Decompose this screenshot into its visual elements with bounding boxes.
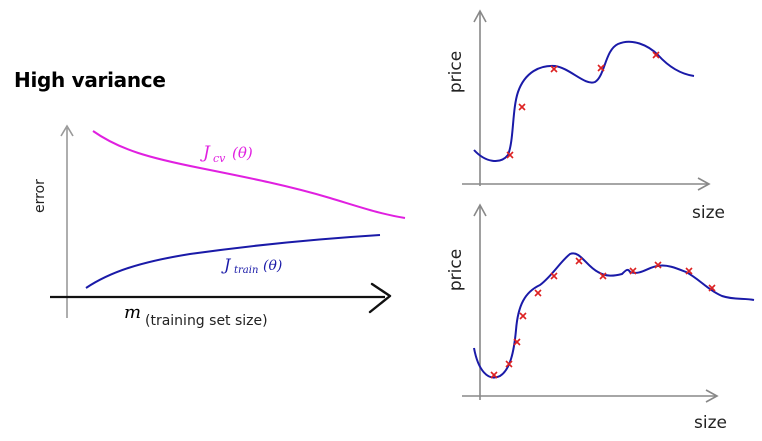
bottom-right-overfit-plot: price size [446, 203, 755, 433]
data-point-marker [513, 338, 521, 346]
bottom-y-axis-label: price [446, 249, 466, 291]
data-point-marker [534, 289, 542, 297]
jtrain-curve [85, 234, 381, 289]
data-point-marker [505, 360, 513, 368]
jcv-label-arg: (θ) [232, 144, 253, 162]
data-point-marker [550, 65, 558, 73]
bottom-fit-curve [473, 252, 755, 379]
data-point-marker [518, 103, 526, 111]
left-learning-curve-plot: error m (training set size) J cv (θ) J t… [32, 124, 406, 329]
bottom-y-axis-arrowhead [473, 203, 487, 217]
jtrain-label: J train (θ) [221, 255, 282, 276]
left-x-axis-label: (training set size) [145, 313, 268, 329]
data-point-marker [490, 371, 498, 379]
data-point-marker [685, 267, 693, 275]
jcv-label-main: J [200, 143, 211, 163]
jcv-curve [92, 130, 406, 219]
data-point-marker [629, 267, 637, 275]
jcv-label-sub: cv [213, 152, 226, 165]
bottom-x-axis-label: size [694, 413, 727, 433]
data-point-marker [519, 312, 527, 320]
jcv-label: J cv (θ) [200, 143, 253, 165]
top-y-axis-arrowhead [473, 9, 487, 23]
top-right-overfit-plot: price size [446, 9, 725, 223]
data-point-marker [708, 284, 716, 292]
top-x-axis-label: size [692, 203, 725, 223]
bottom-data-markers [490, 257, 716, 379]
data-point-marker [652, 51, 660, 59]
top-y-axis-label: price [446, 51, 466, 93]
jtrain-label-main: J [221, 255, 232, 274]
left-x-axis-arrowhead [368, 282, 392, 314]
data-point-marker [550, 272, 558, 280]
data-point-marker [597, 64, 605, 72]
top-x-axis-arrowhead [697, 177, 711, 191]
data-point-marker [599, 272, 607, 280]
jtrain-label-sub: train [234, 265, 258, 276]
page-title: High variance [14, 68, 166, 92]
bottom-x-axis-arrowhead [705, 389, 719, 403]
data-point-marker [506, 151, 514, 159]
top-data-markers [506, 51, 660, 159]
data-point-marker [654, 261, 662, 269]
left-y-axis-label: error [32, 179, 48, 213]
top-fit-curve [473, 40, 695, 162]
left-x-axis-variable: m [124, 302, 141, 323]
jtrain-label-arg: (θ) [263, 258, 282, 274]
data-point-marker [575, 257, 583, 265]
left-y-axis-arrowhead [60, 124, 74, 137]
